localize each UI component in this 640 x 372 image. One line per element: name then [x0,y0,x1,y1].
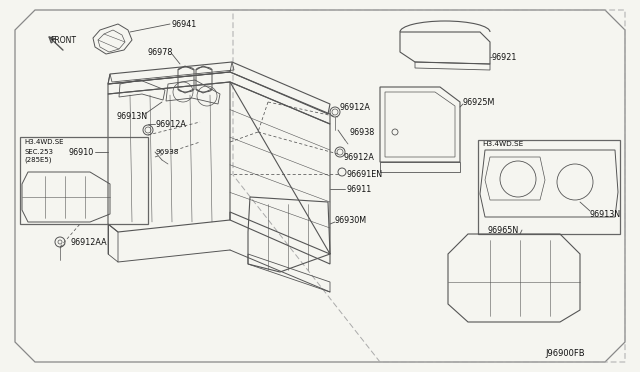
Text: 96965N: 96965N [488,225,519,234]
Text: 96941: 96941 [172,19,197,29]
Text: 96912AA: 96912AA [70,237,107,247]
Text: 96913N: 96913N [590,209,621,218]
Text: 96691EN: 96691EN [347,170,383,179]
Text: H3.4WD.SE: H3.4WD.SE [24,139,63,145]
Text: 96912A: 96912A [340,103,371,112]
Text: 96910: 96910 [68,148,93,157]
Text: J96900FB: J96900FB [545,350,584,359]
Text: 96912A: 96912A [155,119,186,128]
Text: 96913N: 96913N [116,112,147,121]
Text: 96938: 96938 [350,128,375,137]
Text: 96921: 96921 [492,52,517,61]
Text: 96925M: 96925M [463,97,495,106]
Text: FRONT: FRONT [50,35,76,45]
Text: (285E5): (285E5) [24,157,51,163]
Text: 96938: 96938 [155,149,179,155]
Text: 96978: 96978 [148,48,173,57]
Text: 96911: 96911 [347,185,372,193]
Text: 96912A: 96912A [344,153,375,161]
Text: SEC.253: SEC.253 [24,149,53,155]
Text: 96930M: 96930M [335,215,367,224]
Text: H3.4WD.SE: H3.4WD.SE [482,141,524,147]
